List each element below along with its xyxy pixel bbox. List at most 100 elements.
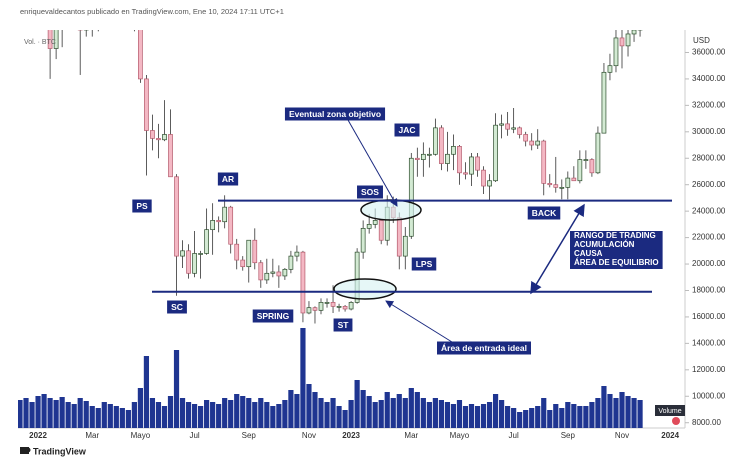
y-tick-label: 32000.00	[692, 100, 726, 109]
volume-bar	[529, 408, 535, 428]
y-tick-label: 34000.00	[692, 74, 726, 83]
volume-bar	[499, 400, 505, 428]
candle-body	[150, 130, 155, 139]
volume-bar	[252, 402, 258, 428]
x-tick-label: 2024	[661, 431, 679, 440]
y-tick-label: 24000.00	[692, 206, 726, 215]
volume-bar	[23, 398, 29, 428]
y-tick-label: 22000.00	[692, 233, 726, 242]
candle-body	[282, 268, 288, 277]
volume-bar	[486, 402, 493, 428]
candle-body	[210, 220, 215, 231]
candle-body	[445, 153, 450, 164]
volume-bar	[523, 410, 529, 428]
volume-badge	[655, 405, 685, 416]
y-tick-label: 28000.00	[692, 153, 726, 162]
volume-bar	[535, 406, 541, 428]
volume-bar	[282, 400, 288, 428]
arrow	[347, 119, 398, 207]
volume-bar	[426, 402, 432, 428]
candle-body	[505, 123, 510, 130]
range-label: RANGO DE TRADING	[574, 231, 656, 240]
volume-bar	[179, 398, 186, 428]
volume-bar	[173, 350, 180, 428]
candle-body	[625, 33, 631, 47]
volume-bar	[595, 398, 601, 428]
volume-bar	[131, 402, 137, 428]
volume-bar	[553, 404, 559, 428]
annotation-label: JAC	[398, 125, 415, 135]
volume-bar	[83, 401, 89, 428]
footer-text: TradingView	[33, 446, 87, 456]
candle-body	[463, 172, 468, 175]
volume-bar	[420, 398, 426, 428]
candle-body	[240, 259, 246, 268]
annotation-box	[333, 318, 353, 332]
candle-body	[601, 71, 607, 134]
volume-bar	[583, 406, 589, 428]
volume-bar	[155, 402, 162, 428]
volume-bar	[438, 400, 444, 428]
candle-body	[192, 253, 197, 274]
annotation-label: BACK	[532, 208, 557, 218]
volume-bar	[565, 402, 571, 428]
candle-body	[619, 37, 625, 47]
volume-bar	[637, 400, 643, 428]
range-label: ÁREA DE EQUILIBRIO	[574, 258, 659, 267]
candle-body	[276, 271, 282, 277]
volume-bar	[294, 394, 300, 428]
candle-body	[427, 153, 432, 156]
candle-body	[475, 156, 480, 171]
volume-bar	[246, 398, 252, 428]
candle-body	[258, 262, 264, 281]
annotation-box	[217, 172, 239, 186]
candle-body	[589, 159, 595, 174]
currency-label: USD	[693, 36, 710, 45]
volume-bar	[577, 406, 583, 428]
candle-body	[53, 30, 59, 49]
candle-body	[336, 306, 342, 308]
volume-bar	[125, 410, 131, 428]
y-tick-label: 30000.00	[692, 127, 726, 136]
candle-body	[571, 177, 577, 182]
volume-bar	[432, 398, 438, 428]
volume-bar	[505, 406, 511, 428]
volume-bar	[541, 398, 547, 428]
candle-body	[228, 206, 234, 245]
annotation-box	[527, 206, 561, 220]
volume-bar	[306, 384, 312, 428]
volume-bar	[300, 328, 306, 428]
candle-body	[270, 271, 276, 274]
volume-bar	[288, 390, 294, 428]
volume-bar	[222, 398, 228, 428]
volume-bar	[348, 400, 354, 428]
candle-body	[565, 177, 571, 188]
candle-body	[300, 251, 306, 314]
volume-bar	[53, 400, 59, 428]
footer: TradingView	[20, 446, 87, 456]
volume-bar	[228, 400, 234, 428]
candle-body	[204, 229, 209, 254]
x-tick-label: Mayo	[131, 431, 151, 440]
x-tick-label: 2022	[29, 431, 47, 440]
candle-body	[264, 272, 270, 281]
x-tick-label: Sep	[561, 431, 576, 440]
annotation-label: SC	[171, 302, 183, 312]
volume-bar	[18, 400, 23, 428]
candle-body	[162, 134, 167, 141]
y-tick-label: 18000.00	[692, 286, 726, 295]
candle-body	[577, 159, 583, 182]
volume-bar	[396, 394, 402, 428]
candle-body	[493, 124, 498, 182]
volume-bar	[41, 394, 47, 428]
annotation-box	[252, 309, 294, 323]
volume-bar	[589, 402, 595, 428]
x-tick-label: Sep	[242, 431, 257, 440]
volume-bar	[378, 400, 384, 428]
candle-body	[481, 169, 486, 187]
volume-bar	[59, 397, 65, 428]
candle-body	[499, 123, 504, 126]
candle-body	[252, 239, 258, 264]
candle-body	[222, 206, 228, 223]
